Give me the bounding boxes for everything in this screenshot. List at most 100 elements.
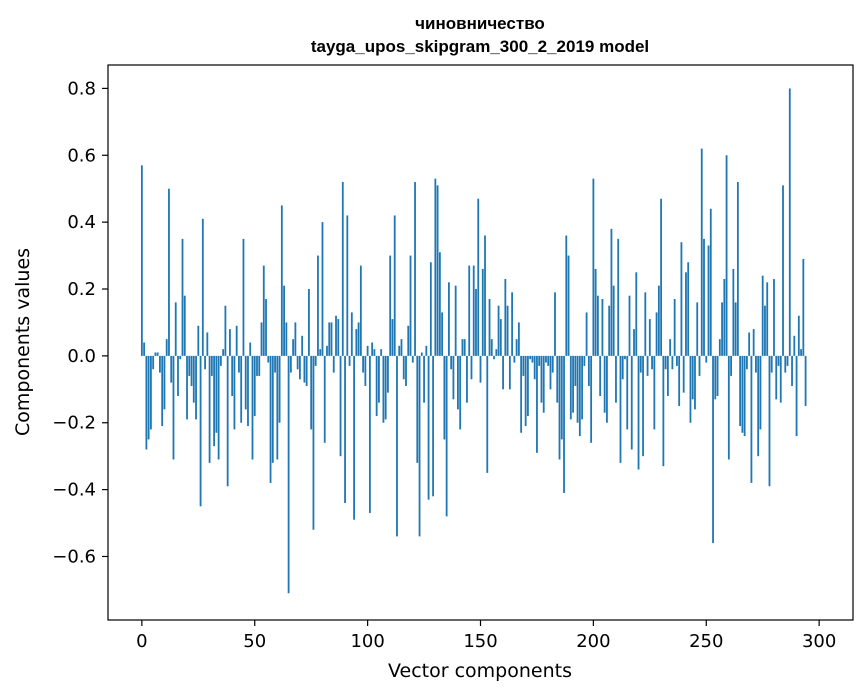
bar xyxy=(359,265,362,356)
bar xyxy=(511,292,514,356)
bar xyxy=(179,355,182,360)
bar xyxy=(698,355,701,376)
bar xyxy=(766,282,769,356)
y-tick-label: 0.4 xyxy=(67,212,96,233)
bar xyxy=(714,355,717,400)
bar xyxy=(655,312,658,356)
bar xyxy=(755,355,757,373)
bar xyxy=(233,355,236,430)
bar xyxy=(168,188,170,356)
bar xyxy=(208,355,211,463)
bar xyxy=(265,299,267,356)
bar xyxy=(468,265,471,356)
bar xyxy=(542,355,545,413)
bar xyxy=(201,218,204,356)
bar xyxy=(576,355,579,423)
bar xyxy=(529,355,532,360)
bar xyxy=(716,355,719,396)
bar xyxy=(156,352,159,356)
bar xyxy=(391,319,394,356)
bar xyxy=(276,355,279,460)
bar xyxy=(723,278,726,356)
bar xyxy=(540,355,543,403)
bar xyxy=(599,355,602,396)
bar xyxy=(330,322,333,356)
bar xyxy=(782,185,784,356)
bar xyxy=(727,355,730,460)
bar xyxy=(761,275,764,356)
bar xyxy=(409,255,412,356)
bar xyxy=(721,302,723,356)
bar xyxy=(484,235,486,356)
bar xyxy=(709,208,712,356)
bar xyxy=(387,355,389,393)
bar xyxy=(558,355,561,460)
bar xyxy=(515,339,518,356)
bar xyxy=(242,238,245,356)
bar xyxy=(355,329,358,356)
bar xyxy=(804,355,807,407)
bar xyxy=(319,349,322,356)
bars-group xyxy=(140,88,807,594)
bar xyxy=(222,349,225,356)
bar xyxy=(662,355,665,467)
bar xyxy=(260,322,263,356)
bar xyxy=(249,342,252,356)
bar xyxy=(700,148,703,356)
bar xyxy=(411,355,414,363)
bar xyxy=(206,332,209,356)
bar xyxy=(725,155,728,356)
x-axis-ticks: 0 50 100 150 200 250 300 xyxy=(136,620,836,652)
bar xyxy=(287,355,290,594)
bar xyxy=(172,355,175,460)
x-tick-label: 150 xyxy=(463,631,497,652)
bar xyxy=(741,355,744,433)
bar xyxy=(524,355,527,427)
bar xyxy=(569,355,572,420)
bar xyxy=(346,215,349,356)
bar xyxy=(312,355,315,530)
bar xyxy=(170,355,173,383)
bar xyxy=(786,355,789,366)
bar xyxy=(642,355,644,457)
bar xyxy=(800,349,802,356)
bar xyxy=(165,339,168,356)
bar xyxy=(296,355,299,370)
bar xyxy=(621,355,624,380)
bar xyxy=(770,355,773,373)
bar xyxy=(565,235,568,356)
bar xyxy=(777,355,780,366)
bar xyxy=(592,178,595,356)
bar xyxy=(490,339,493,356)
bar xyxy=(705,355,708,363)
bar xyxy=(335,315,337,356)
bar xyxy=(231,355,234,396)
bar xyxy=(759,355,762,430)
bar xyxy=(637,355,640,470)
bar xyxy=(258,355,261,376)
bar xyxy=(517,322,520,356)
bar xyxy=(326,345,328,356)
bar xyxy=(495,349,498,356)
bar xyxy=(696,302,699,356)
bar xyxy=(159,355,161,373)
bar xyxy=(732,268,735,356)
x-tick-label: 250 xyxy=(689,631,723,652)
bar xyxy=(606,355,608,423)
bar xyxy=(364,355,367,386)
bar xyxy=(226,355,229,487)
bar xyxy=(344,355,346,503)
bar xyxy=(177,355,179,396)
bar xyxy=(673,299,676,356)
bar xyxy=(186,355,188,420)
bar xyxy=(639,355,642,373)
bar xyxy=(244,355,247,410)
bar xyxy=(224,305,227,356)
bar xyxy=(601,299,604,356)
y-tick-label: 0.6 xyxy=(67,145,96,166)
bar xyxy=(743,355,746,437)
bar xyxy=(294,322,297,356)
bar xyxy=(470,355,473,380)
bar xyxy=(215,355,218,433)
y-tick-label: 0.2 xyxy=(67,279,96,300)
